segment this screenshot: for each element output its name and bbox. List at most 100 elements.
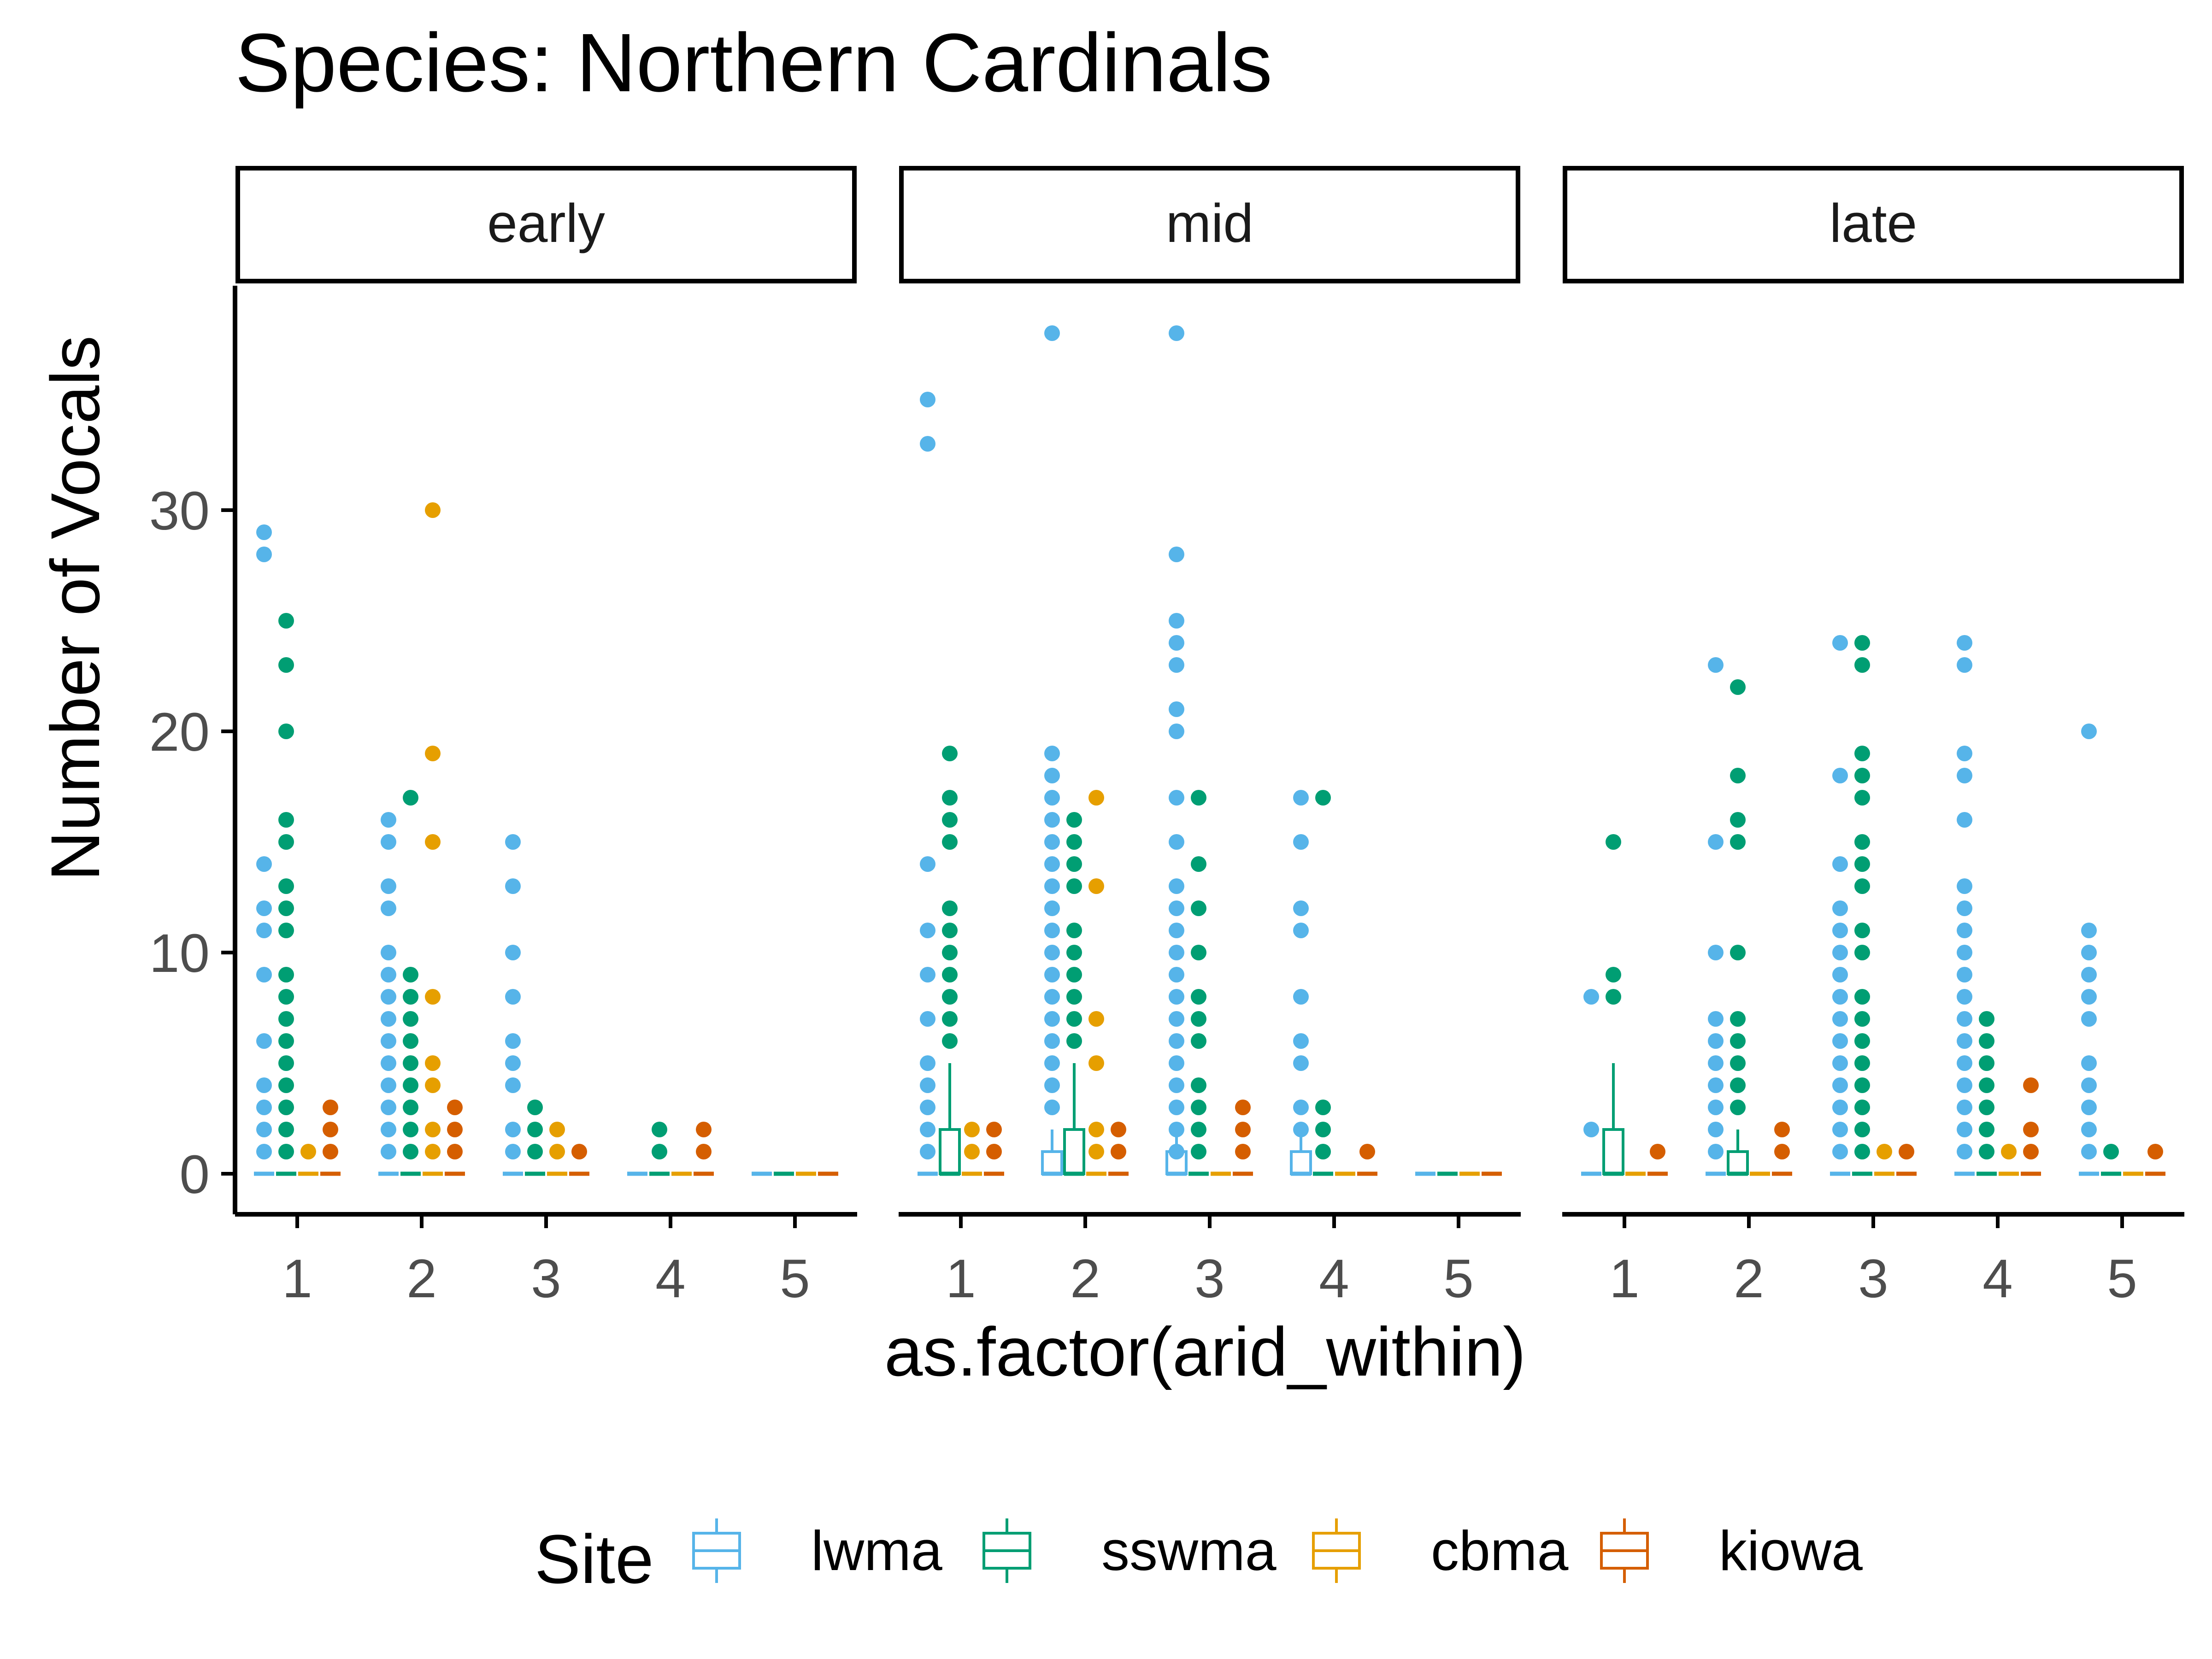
data-point xyxy=(1169,1055,1184,1071)
data-point xyxy=(1730,834,1746,850)
data-point xyxy=(964,1122,980,1137)
data-point xyxy=(381,989,396,1005)
data-point xyxy=(1832,945,1848,960)
data-point xyxy=(2023,1144,2039,1159)
data-point xyxy=(256,967,272,982)
data-point xyxy=(1708,945,1724,960)
data-point xyxy=(1111,1144,1126,1159)
data-point xyxy=(1957,1144,1972,1159)
facet-strip-label: late xyxy=(1830,193,1917,254)
data-point xyxy=(505,945,521,960)
data-point xyxy=(505,989,521,1005)
data-point xyxy=(1832,1033,1848,1049)
data-point xyxy=(1293,790,1309,806)
data-point xyxy=(1979,1033,1994,1049)
data-point xyxy=(381,1122,396,1137)
data-point xyxy=(2081,989,2097,1005)
data-point xyxy=(278,1055,294,1071)
box-body xyxy=(939,1128,961,1175)
data-point xyxy=(1359,1144,1375,1159)
data-point xyxy=(505,878,521,894)
data-point xyxy=(447,1144,463,1159)
data-point xyxy=(1315,1100,1331,1115)
data-point xyxy=(1169,724,1184,739)
facet-strip xyxy=(899,166,1520,283)
data-point xyxy=(425,1144,441,1159)
data-point xyxy=(1708,1100,1724,1115)
data-point xyxy=(278,812,294,828)
x-tick-label: 4 xyxy=(1319,1248,1349,1309)
x-tick-label: 4 xyxy=(655,1248,686,1309)
facet-strip xyxy=(235,166,857,283)
data-point xyxy=(256,1122,272,1137)
data-point xyxy=(1730,1100,1746,1115)
data-point xyxy=(1832,856,1848,872)
data-point xyxy=(1088,790,1104,806)
data-point xyxy=(381,834,396,850)
data-point xyxy=(1957,1077,1972,1093)
data-point xyxy=(505,1122,521,1137)
data-point xyxy=(1191,900,1206,916)
data-point xyxy=(1044,834,1060,850)
data-point xyxy=(403,1100,418,1115)
y-tick-label: 20 xyxy=(149,702,210,763)
data-point xyxy=(1088,1055,1104,1071)
x-axis-label: as.factor(arid_within) xyxy=(884,1313,1526,1390)
data-point xyxy=(696,1144,712,1159)
data-point xyxy=(256,1144,272,1159)
data-point xyxy=(1650,1144,1665,1159)
data-point xyxy=(278,1144,294,1159)
data-point xyxy=(1979,1122,1994,1137)
data-point xyxy=(278,1122,294,1137)
data-point xyxy=(1957,1011,1972,1027)
data-point xyxy=(425,989,441,1005)
data-point xyxy=(1191,1077,1206,1093)
data-point xyxy=(256,900,272,916)
data-point xyxy=(1832,967,1848,982)
data-point xyxy=(1191,856,1206,872)
data-point xyxy=(1979,1144,1994,1159)
data-point xyxy=(1044,967,1060,982)
x-tick-label: 2 xyxy=(1734,1248,1764,1309)
data-point xyxy=(2081,967,2097,982)
data-point xyxy=(1066,1011,1082,1027)
data-point xyxy=(942,1011,958,1027)
data-point xyxy=(1044,900,1060,916)
data-point xyxy=(2081,1055,2097,1071)
data-point xyxy=(527,1122,543,1137)
data-point xyxy=(1730,1077,1746,1093)
data-point xyxy=(1044,945,1060,960)
data-point xyxy=(1293,989,1309,1005)
data-point xyxy=(403,1055,418,1071)
data-point xyxy=(505,1033,521,1049)
data-point xyxy=(1066,878,1082,894)
data-point xyxy=(1730,768,1746,783)
data-point xyxy=(1044,1011,1060,1027)
data-point xyxy=(1315,1144,1331,1159)
data-point xyxy=(1832,900,1848,916)
data-point xyxy=(942,834,958,850)
data-point xyxy=(2081,1100,2097,1115)
data-point xyxy=(1854,1055,1870,1071)
x-tick-label: 1 xyxy=(282,1248,312,1309)
box-body xyxy=(1602,1128,1624,1175)
data-point xyxy=(1044,1100,1060,1115)
data-point xyxy=(1169,657,1184,673)
data-point xyxy=(1169,1144,1184,1159)
data-point xyxy=(1044,790,1060,806)
data-point xyxy=(323,1144,338,1159)
data-point xyxy=(1169,790,1184,806)
data-point xyxy=(1854,768,1870,783)
data-point xyxy=(1169,1011,1184,1027)
data-point xyxy=(1293,923,1309,938)
data-point xyxy=(1044,325,1060,341)
data-point xyxy=(1832,635,1848,651)
data-point xyxy=(1583,989,1599,1005)
data-point xyxy=(652,1122,667,1137)
data-point xyxy=(652,1144,667,1159)
data-point xyxy=(1111,1122,1126,1137)
data-point xyxy=(1583,1122,1599,1137)
data-point xyxy=(1957,1122,1972,1137)
y-axis-label: Number of Vocals xyxy=(36,335,114,881)
data-point xyxy=(1169,900,1184,916)
